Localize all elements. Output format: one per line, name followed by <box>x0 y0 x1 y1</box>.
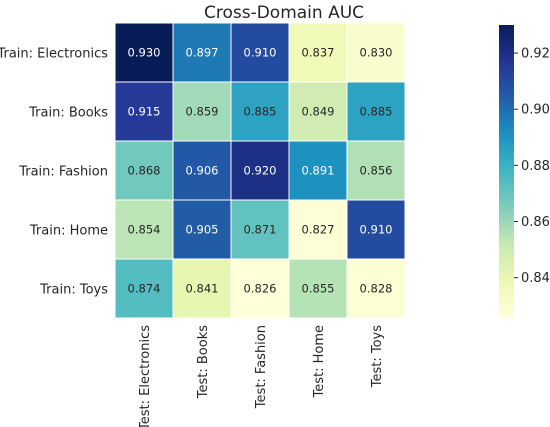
cell-value-label: 0.830 <box>360 46 393 60</box>
row-label: Train: Electronics <box>0 47 108 62</box>
colorbar-tick-label: 0.88 <box>521 159 550 174</box>
column-label: Test: Books <box>196 325 211 399</box>
cell-value-label: 0.905 <box>186 223 219 237</box>
colorbar-tick-label: 0.84 <box>521 271 550 286</box>
cell-value-label: 0.841 <box>186 282 219 296</box>
cell-value-label: 0.906 <box>186 164 219 178</box>
cell-value-label: 0.910 <box>244 46 277 60</box>
heatmap-cell <box>172 140 232 201</box>
row-label: Train: Fashion <box>18 165 108 180</box>
column-label: Test: Electronics <box>138 325 153 427</box>
cell-value-label: 0.827 <box>302 223 335 237</box>
heatmap-cell <box>288 140 348 201</box>
cell-value-label: 0.885 <box>360 105 393 119</box>
colorbar-tick-label: 0.92 <box>521 47 550 62</box>
cell-value-label: 0.859 <box>186 105 219 119</box>
heatmap-cell <box>230 199 290 260</box>
row-label: Train: Home <box>29 224 108 239</box>
cell-value-label: 0.915 <box>128 105 161 119</box>
heatmap-cell <box>172 22 232 83</box>
heatmap-cell <box>288 199 348 260</box>
cell-value-label: 0.826 <box>244 282 277 296</box>
cell-value-label: 0.856 <box>360 164 393 178</box>
row-labels: Train: Electronics Train: Books Train: Fas… <box>0 47 108 298</box>
row-label: Train: Toys <box>39 283 108 298</box>
cell-value-label: 0.849 <box>302 105 335 119</box>
heatmap-cell <box>346 199 406 260</box>
cell-value-label: 0.920 <box>244 164 277 178</box>
cell-value-label: 0.910 <box>360 223 393 237</box>
column-labels: Test: Electronics Test: Books Test: Fashio… <box>138 325 385 427</box>
heatmap-cell <box>230 22 290 83</box>
heatmap-cell <box>114 22 174 83</box>
heatmap-cell <box>114 199 174 260</box>
cell-value-label: 0.891 <box>302 164 335 178</box>
heatmap-cells: 0.930 0.897 0.910 0.837 0.830 0.915 0.859 0.885… <box>114 22 406 319</box>
cell-value-label: 0.897 <box>186 46 219 60</box>
column-label: Test: Home <box>312 325 327 399</box>
heatmap-cell <box>172 258 232 319</box>
heatmap-cell <box>346 81 406 142</box>
cell-value-label: 0.868 <box>128 164 161 178</box>
heatmap-cell <box>114 258 174 319</box>
cell-value-label: 0.828 <box>360 282 393 296</box>
colorbar-tick-label: 0.86 <box>521 215 550 230</box>
cell-value-label: 0.874 <box>128 282 161 296</box>
cell-value-label: 0.871 <box>244 223 277 237</box>
colorbar-tick-label: 0.90 <box>521 103 550 118</box>
row-label: Train: Books <box>28 106 108 121</box>
cell-value-label: 0.854 <box>128 223 161 237</box>
colorbar-gradient <box>499 25 514 317</box>
heatmap-cell <box>230 81 290 142</box>
cell-value-label: 0.837 <box>302 46 335 60</box>
heatmap-cell <box>230 258 290 319</box>
chart-title: Cross-Domain AUC <box>204 3 364 23</box>
heatmap-cell <box>114 81 174 142</box>
cell-value-label: 0.855 <box>302 282 335 296</box>
cell-value-label: 0.885 <box>244 105 277 119</box>
colorbar: 0.84 0.86 0.88 0.90 0.92 <box>499 25 550 317</box>
cell-value-label: 0.930 <box>128 46 161 60</box>
heatmap-cell <box>346 258 406 319</box>
column-label: Test: Fashion <box>254 325 269 409</box>
column-label: Test: Toys <box>370 325 385 388</box>
heatmap-cell <box>172 199 232 260</box>
